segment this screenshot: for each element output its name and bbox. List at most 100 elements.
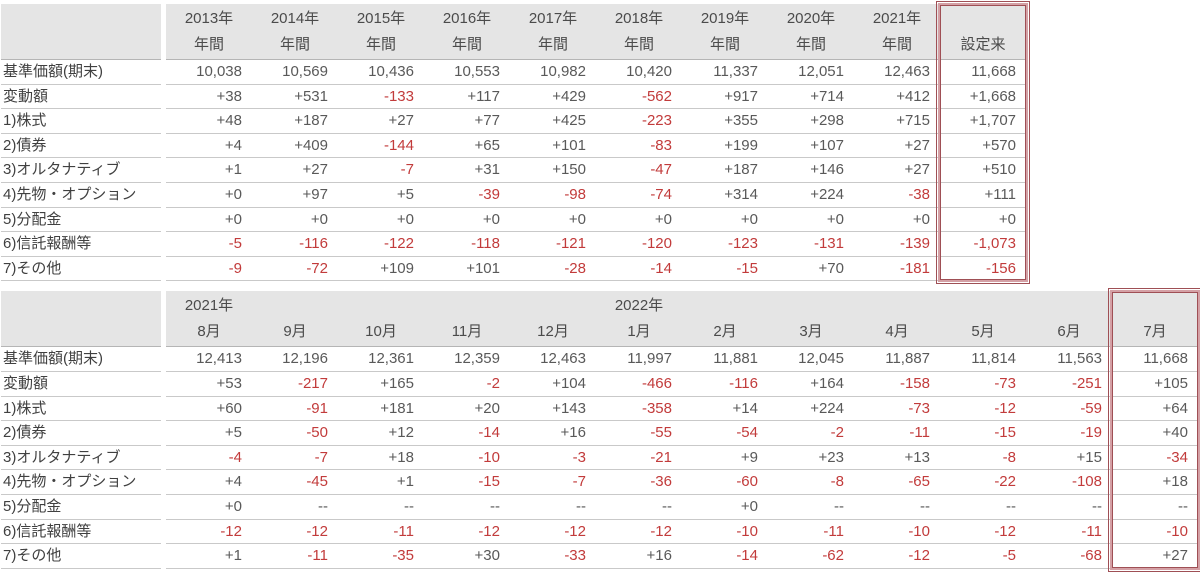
value-cell: -60 [736,473,758,491]
column-header-label: 年間 [795,36,826,53]
value-cell: -12 [994,399,1016,417]
column-header-period: 2018年 [614,10,664,27]
value-cell: 11,668 [971,63,1016,80]
value-cell: +570 [982,136,1016,154]
value-cell: 11,563 [1057,350,1102,368]
row-cells: +4 +409 -144 +65 +101 -83 +199 +107 +27 +570 [166,134,1026,159]
value-cell: +30 [474,547,500,565]
column-header: 2020年 年間 [768,6,854,59]
value-cell: +0 [998,210,1016,228]
value-cell: -116 [729,374,758,392]
value-cell: -8 [1002,448,1016,466]
value-cell: 11,887 [885,350,930,368]
value-cell: +20 [474,399,500,417]
value-cell: +412 [896,87,930,105]
value-cell: -50 [306,424,328,442]
value-cell: +164 [810,374,844,392]
table-row: 6)信託報酬等 -12 -12 -11 -12 -12 -12 -10 -11 -10 -12 -11… [1,520,1198,545]
row-cells: -5 -116 -122 -118 -121 -120 -123 -131 -139 -1,073 [166,232,1026,257]
value-cell: +14 [732,399,758,417]
value-cell: -98 [564,185,586,203]
value-cell: -- [920,497,930,515]
row-label: 7)その他 [1,257,161,282]
row-cells: +4 -45 +1 -15 -7 -36 -60 -8 -65 -22 -108 +18 [166,470,1198,495]
value-cell: -108 [1071,473,1102,491]
column-header: 2013年 年間 [166,6,252,59]
value-cell: +23 [818,448,844,466]
value-cell: -55 [650,424,672,442]
value-cell: +187 [294,112,328,130]
value-cell: -2 [486,374,500,392]
value-cell: +18 [1162,473,1188,491]
value-cell: +27 [904,136,930,154]
value-cell: +187 [724,161,758,179]
value-cell: 12,361 [368,350,414,368]
table-row: 5)分配金 +0 -- -- -- -- -- +0 -- -- -- -- -- [1,495,1198,520]
column-header: 4月 [854,293,940,346]
column-header-label: 年間 [623,36,654,53]
value-cell: +97 [302,185,328,203]
value-cell: -158 [899,374,930,392]
column-header-period: 2017年 [528,10,578,27]
column-header-period: 2019年 [700,10,750,27]
column-header-period: 2021年 [184,297,234,315]
value-cell: +715 [896,112,930,130]
value-cell: +16 [646,547,672,565]
value-cell: -122 [383,235,414,253]
value-cell: +0 [826,210,844,228]
value-cell: -54 [736,424,758,442]
column-header-period [510,293,596,319]
value-cell: +0 [568,210,586,228]
value-cell: -10 [908,522,930,540]
value-cell: -1,073 [973,235,1016,253]
value-cell: -12 [306,522,328,540]
value-cell: -251 [1071,374,1102,392]
value-cell: 10,553 [454,63,500,80]
value-cell: 10,982 [540,63,586,80]
value-cell: -131 [813,235,844,253]
table-row: 1)株式 +60 -91 +181 +20 +143 -358 +14 +224 -73 -12 -5… [1,397,1198,422]
column-header-period: 2013年 [184,10,234,27]
column-header-period [252,293,338,319]
row-label: 2)債券 [1,134,161,159]
value-cell: -62 [822,547,844,565]
column-header-label: 年間 [881,36,912,53]
row-cells: -9 -72 +109 +101 -28 -14 -15 +70 -181 -156 [166,257,1026,282]
value-cell: +38 [216,87,242,105]
value-cell: -- [404,497,414,515]
value-cell: -14 [650,259,672,277]
value-cell: +150 [552,161,586,179]
value-cell: -47 [650,161,672,179]
column-header-label: 年間 [709,36,740,53]
value-cell: -121 [555,235,586,253]
column-header-period: 2014年 [270,10,320,27]
value-cell: +0 [482,210,500,228]
value-cell: 12,051 [798,63,844,80]
column-header-label: 9月 [283,323,307,341]
row-label: 1)株式 [1,109,161,134]
value-cell: -72 [306,259,328,277]
value-cell: +1 [224,161,242,179]
value-cell: +165 [380,374,414,392]
column-header-label: 年間 [537,36,568,53]
value-cell: +314 [724,185,758,203]
column-header: 2021年 8月 [166,293,252,346]
monthly-attribution-table: 2021年 8月 9月 10月 11月 12月 2022年 1月 2月 3月 4月 5月 6月 7月 基準価… [1,288,1200,572]
row-label: 6)信託報酬等 [1,232,161,257]
column-header: 2月 [682,293,768,346]
column-header-period: 2021年 [872,10,922,27]
value-cell: -156 [985,259,1016,277]
value-cell: +48 [216,112,242,130]
row-label: 7)その他 [1,544,161,569]
table-row: 3)オルタナティブ +1 +27 -7 +31 +150 -47 +187 +146 +27 +51… [1,158,1026,183]
value-cell: -15 [994,424,1016,442]
column-header-period [940,6,1026,32]
value-cell: +714 [810,87,844,105]
value-cell: +0 [654,210,672,228]
table-row: 7)その他 +1 -11 -35 +30 -33 +16 -14 -62 -12 -5 -68 +27 [1,544,1198,569]
row-label: 変動額 [1,372,161,397]
value-cell: -15 [736,259,758,277]
value-cell: -12 [564,522,586,540]
column-header: 2019年年間 [682,6,768,59]
table-row: 3)オルタナティブ -4 -7 +18 -10 -3 -21 +9 +23 +13 -8 +15 -34 [1,446,1198,471]
